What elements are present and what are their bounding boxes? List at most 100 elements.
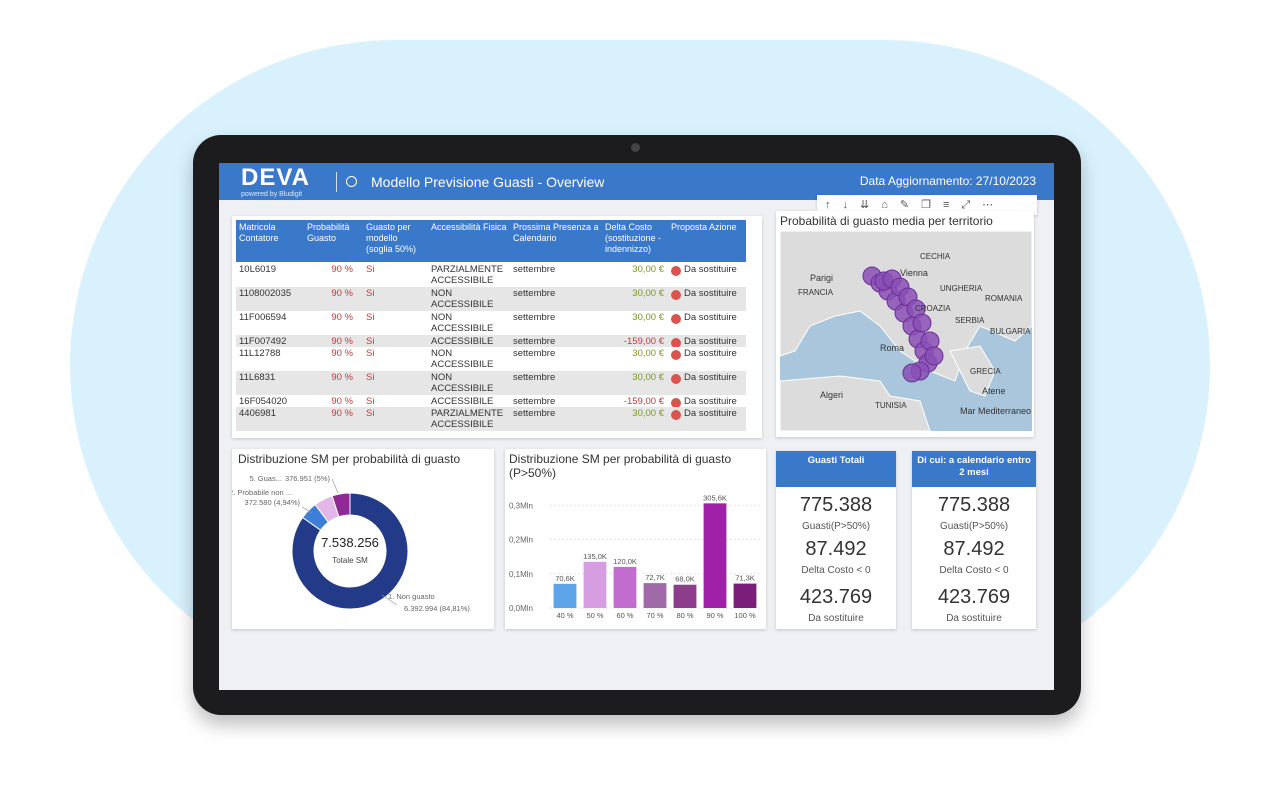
x-tick-label: 80 % [676, 611, 693, 620]
table-cell: 11F006594 [239, 312, 287, 323]
table-cell: Si [366, 396, 375, 407]
x-tick-label: 50 % [586, 611, 603, 620]
table-row[interactable] [236, 371, 746, 395]
kpi-value: 775.388 [937, 494, 1011, 516]
bar-value-label: 120,0K [613, 557, 637, 566]
table-cell: 11L6831 [239, 372, 276, 383]
table-cell: 90 % [331, 396, 353, 407]
x-tick-label: 40 % [556, 611, 573, 620]
column-header[interactable]: Probabilità Guasto [307, 222, 350, 243]
header-bar: DEVA powered by Bludigit Modello Previsi… [219, 163, 1054, 200]
map-label: Atene [982, 386, 1006, 396]
table-row[interactable] [236, 407, 746, 431]
table-cell: settembre [513, 288, 556, 299]
table-row[interactable] [236, 347, 746, 371]
table-cell: settembre [513, 372, 556, 383]
column-header[interactable]: Prossima Presenza a Calendario [513, 222, 599, 243]
map-label: Parigi [810, 273, 833, 283]
table-row[interactable] [236, 335, 746, 347]
table-cell: 11F007492 [239, 336, 287, 347]
map-label: Mar Mediterraneo [960, 406, 1031, 416]
table-cell: settembre [513, 408, 556, 419]
report-title: Modello Previsione Guasti - Overview [371, 174, 605, 190]
y-tick-label: 0,3Mln [509, 501, 533, 510]
territory-cluster [924, 346, 944, 366]
slice-value: 376.951 (5%) [285, 474, 331, 483]
bar [673, 584, 697, 608]
table-cell: PARZIALMENTE ACCESSIBILE [431, 408, 504, 430]
table-cell: Da sostituire [684, 348, 737, 359]
status-dot [671, 410, 681, 420]
territory-cluster [902, 363, 922, 383]
toolbar-icons[interactable]: ↑↓⇊⌂✎❐≡⤢⋯ [825, 199, 1006, 211]
table-cell: 4406981 [239, 408, 276, 419]
bar [643, 583, 667, 608]
table-row[interactable] [236, 395, 746, 407]
map-label: SERBIA [955, 316, 985, 325]
table-cell: PARZIALMENTE ACCESSIBILE [431, 264, 504, 286]
map-label: Roma [880, 343, 904, 353]
table-panel: Matricola Contatore Probabilità Guasto Gua… [232, 216, 762, 438]
brand: DEVA [241, 164, 310, 191]
territory-cluster [912, 313, 932, 333]
y-tick-label: 0,2Mln [509, 536, 533, 545]
table-cell: 90 % [331, 408, 353, 419]
table-cell: 30,00 € [632, 372, 664, 383]
kpi-value: 775.388 [799, 494, 873, 516]
kpi-card: Di cui: a calendario entro 2 mesi 775.388… [912, 451, 1036, 629]
table-cell: settembre [513, 396, 556, 407]
slice-label: 5. Guas... 376.951 (5%) [249, 474, 330, 483]
status-dot [671, 266, 681, 276]
status-dot [671, 374, 681, 384]
table-cell: ACCESSIBILE [431, 336, 494, 347]
table-cell: 90 % [331, 264, 353, 275]
table-header [236, 220, 746, 262]
column-header[interactable]: Matricola Contatore [239, 222, 279, 243]
kpi-label: Da sostituire [808, 613, 864, 624]
slice-value: 6.392.994 (84,81%) [404, 604, 470, 613]
table-cell: 11L12788 [239, 348, 281, 359]
info-icon[interactable] [346, 176, 357, 187]
x-tick-label: 100 % [734, 611, 756, 620]
column-header[interactable]: Delta Costo (sostituzione - indennizzo) [605, 222, 662, 254]
bar [733, 583, 757, 608]
status-dot [671, 350, 681, 360]
map-label: CECHIA [920, 252, 951, 261]
column-header[interactable]: Accessibilità Fisica [431, 222, 507, 232]
table-cell: 30,00 € [632, 264, 664, 275]
kpi-label: Guasti(P>50%) [801, 521, 871, 532]
donut-slice [291, 492, 409, 610]
chart-title: Distribuzione SM per probabilità di guas… [509, 452, 732, 480]
table-row[interactable] [236, 311, 746, 335]
x-tick-label: 60 % [616, 611, 633, 620]
table-cell: NON ACCESSIBILE [431, 312, 494, 334]
table-cell: settembre [513, 264, 556, 275]
bar [703, 503, 727, 608]
table-cell: 30,00 € [632, 348, 664, 359]
map-label: BULGARIA [990, 327, 1031, 336]
table-cell: Si [366, 408, 375, 419]
chart-title: Distribuzione SM per probabilità di guas… [238, 452, 461, 466]
slice-name: 1. Non guasto [388, 592, 435, 601]
table-row[interactable] [236, 263, 746, 287]
map-label: FRANCIA [798, 288, 834, 297]
table-cell: 90 % [331, 336, 353, 347]
column-header[interactable]: Guasto per modello (soglia 50%) [366, 222, 417, 254]
slice-value: 372.580 (4,94%) [245, 498, 301, 507]
center-label: Totale SM [332, 556, 368, 565]
table-row[interactable] [236, 287, 746, 311]
map-label: Algeri [820, 390, 843, 400]
donut-panel: Distribuzione SM per probabilità di guas… [232, 449, 494, 629]
kpi-label: Guasti(P>50%) [939, 521, 1009, 532]
table-cell: 90 % [331, 348, 353, 359]
leader-line [381, 594, 398, 606]
y-tick-label: 0,0Mln [509, 604, 533, 613]
table-cell: 90 % [331, 288, 353, 299]
column-header[interactable]: Proposta Azione [671, 222, 737, 232]
table-cell: -159,00 € [623, 396, 664, 407]
table-cell: Da sostituire [684, 408, 737, 419]
map-label: TUNISIA [875, 401, 907, 410]
table-cell: settembre [513, 348, 556, 359]
table-cell: Si [366, 312, 375, 323]
